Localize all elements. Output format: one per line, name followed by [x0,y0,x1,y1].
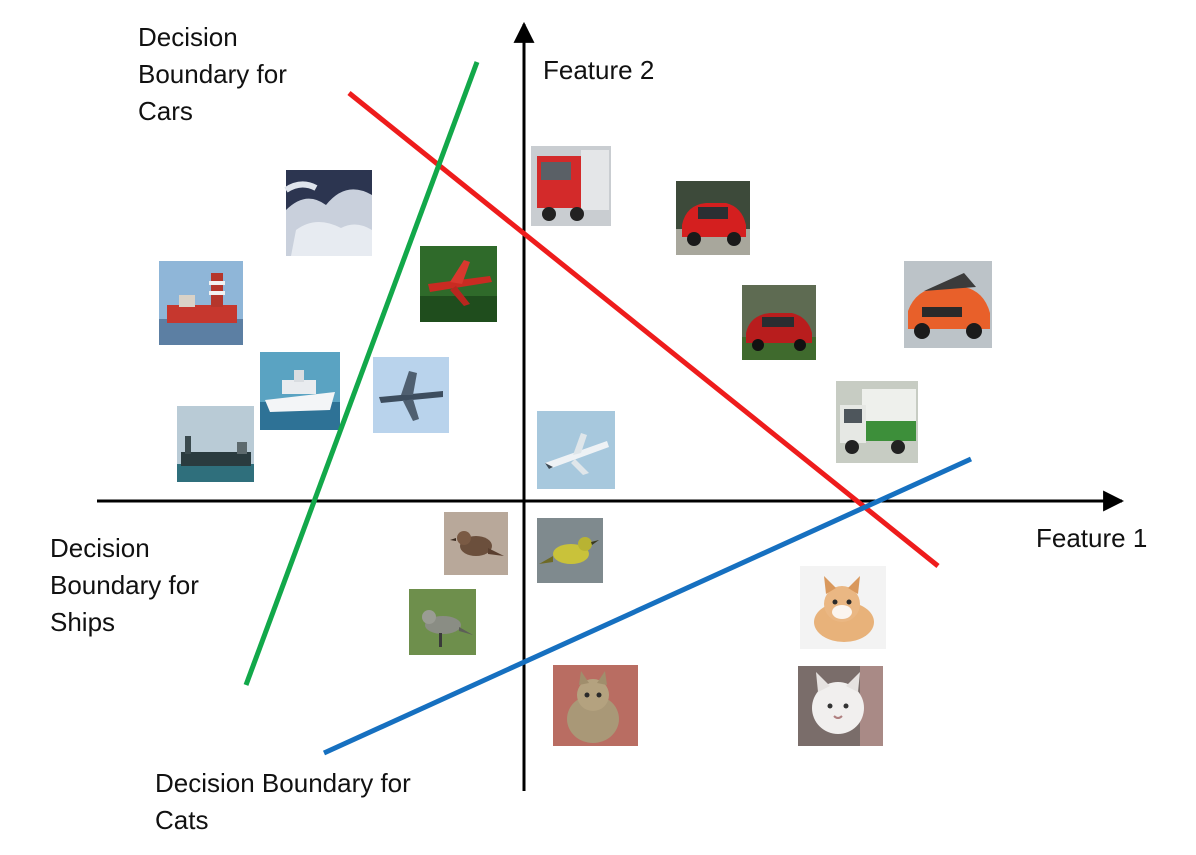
bird-brown-thumb [444,512,508,575]
airplane-red-thumb [420,246,497,322]
label-boundary-cars-line-1: Decision [138,22,238,52]
ship-tanker-thumb [177,406,254,482]
truck-green-thumb [836,381,918,463]
label-boundary-cats-line-2: Cats [155,805,208,835]
label-boundary-ships-line-3: Ships [50,607,115,637]
decision-boundary-cats-line [322,456,973,756]
bird-yellow-thumb [537,518,603,583]
truck-red-thumb [531,146,611,226]
y-axis-label: Feature 2 [543,55,654,85]
bird-green-thumb [409,589,476,655]
label-boundary-cats-line-1: Decision Boundary for [155,768,411,798]
label-boundary-ships-line-2: Boundary for [50,570,199,600]
cat-white-thumb [798,666,883,746]
x-axis-label: Feature 1 [1036,523,1147,553]
car-red-2-thumb [742,285,816,360]
car-orange-thumb [904,261,992,348]
decision-boundary-cars-line [347,91,940,568]
ship-white-liner-thumb [260,352,340,430]
cat-tabby-thumb [553,665,638,746]
label-boundary-cars: Decision Boundary for Cars [138,22,294,126]
car-red-1-thumb [676,181,750,255]
ship-foam-thumb [284,170,372,256]
airplane-gray-thumb [373,357,449,433]
cat-orange-kitten-thumb [800,566,886,649]
airplane-jet-thumb [537,411,615,489]
label-boundary-cars-line-3: Cars [138,96,193,126]
label-boundary-ships-line-1: Decision [50,533,150,563]
ship-red-lightship-thumb [159,261,243,345]
decision-boundary-ships-line [243,61,480,686]
label-boundary-cars-line-2: Boundary for [138,59,287,89]
label-boundary-cats: Decision Boundary for Cats [155,768,418,835]
label-boundary-ships: Decision Boundary for Ships [50,533,206,637]
